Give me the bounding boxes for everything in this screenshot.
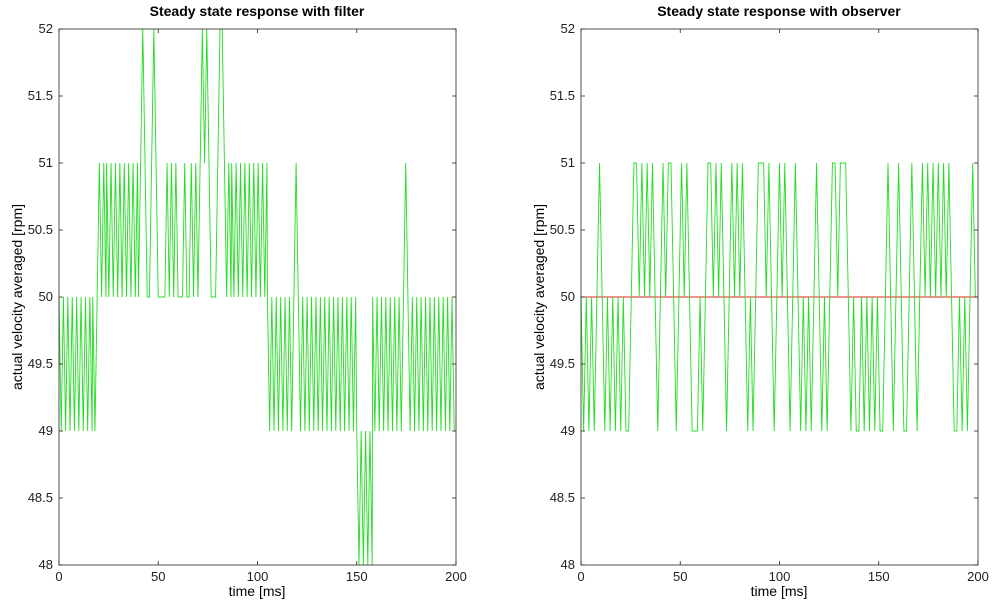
y-tick-label: 51 bbox=[39, 155, 53, 170]
y-tick-label: 50 bbox=[561, 289, 575, 304]
y-tick-label: 49 bbox=[39, 423, 53, 438]
y-tick-label: 52 bbox=[39, 21, 53, 36]
x-tick-label: 150 bbox=[346, 569, 368, 584]
y-tick-label: 50.5 bbox=[550, 222, 575, 237]
chart-observer: Steady state response with observer time… bbox=[531, 3, 989, 599]
y-tick-label: 51.5 bbox=[550, 88, 575, 103]
y-axis-label: actual velocity averaged [rpm] bbox=[531, 204, 547, 390]
chart-filter: Steady state response with filter time [… bbox=[9, 3, 467, 599]
x-tick-label: 0 bbox=[577, 569, 584, 584]
x-axis-label: time [ms] bbox=[751, 583, 808, 599]
plot-frame bbox=[58, 28, 457, 566]
y-tick-label: 50.5 bbox=[28, 222, 53, 237]
x-axis-label: time [ms] bbox=[229, 583, 286, 599]
axis-ticks: 0 50 100 150 200 48 48.5 49 49.5 50 50.5 51 51.5 52 bbox=[28, 21, 467, 584]
x-tick-label: 0 bbox=[55, 569, 62, 584]
y-tick-label: 51 bbox=[561, 155, 575, 170]
x-tick-label: 200 bbox=[967, 569, 989, 584]
y-tick-label: 51.5 bbox=[28, 88, 53, 103]
y-tick-label: 50 bbox=[39, 289, 53, 304]
y-tick-label: 52 bbox=[561, 21, 575, 36]
y-tick-label: 48.5 bbox=[28, 490, 53, 505]
y-tick-label: 48.5 bbox=[550, 490, 575, 505]
series-lines bbox=[58, 28, 455, 566]
y-tick-label: 49.5 bbox=[28, 356, 53, 371]
series-line bbox=[580, 162, 976, 432]
y-tick-label: 49 bbox=[561, 423, 575, 438]
y-tick-label: 48 bbox=[561, 557, 575, 572]
x-tick-label: 100 bbox=[769, 569, 791, 584]
y-tick-label: 49.5 bbox=[550, 356, 575, 371]
x-tick-label: 100 bbox=[247, 569, 269, 584]
series-lines bbox=[580, 162, 978, 432]
x-tick-label: 200 bbox=[445, 569, 467, 584]
x-tick-label: 50 bbox=[151, 569, 165, 584]
x-tick-label: 150 bbox=[868, 569, 890, 584]
axis-ticks: 0 50 100 150 200 48 48.5 49 49.5 50 50.5 51 51.5 52 bbox=[550, 21, 989, 584]
x-tick-label: 50 bbox=[673, 569, 687, 584]
y-tick-label: 48 bbox=[39, 557, 53, 572]
y-axis-label: actual velocity averaged [rpm] bbox=[9, 204, 25, 390]
series-line bbox=[58, 28, 455, 566]
chart-title: Steady state response with observer bbox=[657, 3, 901, 19]
chart-title: Steady state response with filter bbox=[150, 3, 365, 19]
